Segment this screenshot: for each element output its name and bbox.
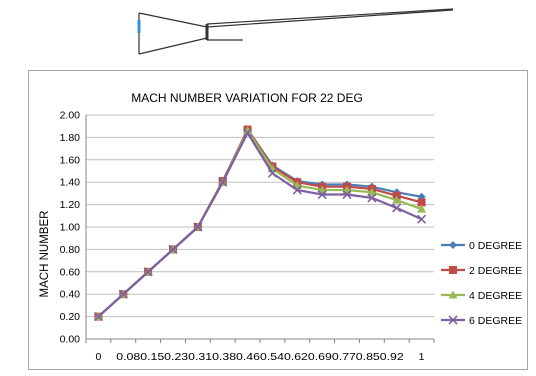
y-tick-label: 1.00	[60, 222, 81, 234]
data-point	[292, 185, 302, 195]
legend-marker	[449, 266, 457, 274]
x-tick-label: 1	[419, 351, 425, 363]
nozzle-diagram	[137, 8, 454, 55]
data-point	[168, 244, 178, 254]
legend: 0 DEGREE 2 DEGREE 4 DEGREE 6 DEGREE	[441, 240, 522, 327]
series-line	[97, 129, 422, 318]
data-point-stroke	[342, 189, 352, 200]
chart-container: MACH NUMBER VARIATION FOR 22 DEG MACH NU…	[28, 70, 528, 370]
legend-item: 0 DEGREE	[441, 240, 522, 252]
y-tick-label: 1.20	[60, 199, 81, 211]
line-chart: MACH NUMBER VARIATION FOR 22 DEG MACH NU…	[39, 91, 522, 363]
legend-label: 0 DEGREE	[469, 240, 522, 252]
data-point-stroke	[392, 203, 402, 213]
data-point-stroke	[93, 312, 103, 322]
data-point-stroke	[292, 185, 302, 195]
y-tick-label: 1.60	[60, 154, 81, 166]
data-point	[367, 193, 377, 203]
data-point-stroke	[243, 128, 253, 138]
legend-marker	[448, 315, 458, 325]
y-tick-label: 0.60	[60, 266, 81, 278]
data-point	[118, 289, 128, 299]
y-tick-label: 0.20	[60, 311, 81, 323]
data-point-stroke	[417, 214, 427, 224]
data-point-stroke	[218, 177, 228, 187]
x-tick-label: 0	[96, 351, 102, 363]
data-point	[342, 189, 352, 200]
series-line	[97, 128, 422, 318]
legend-item: 2 DEGREE	[441, 265, 522, 277]
series-line	[97, 131, 423, 318]
y-tick-label: 0.80	[60, 244, 81, 256]
y-axis-label: MACH NUMBER	[39, 211, 51, 298]
legend-marker	[448, 290, 458, 299]
data-point	[243, 128, 253, 138]
data-point	[417, 198, 426, 207]
data-point	[93, 312, 103, 322]
series-group	[93, 125, 427, 322]
nozzle-inlet-top-edge	[138, 12, 208, 28]
y-tick-label: 0.00	[60, 334, 81, 346]
data-point	[392, 195, 402, 204]
data-point-stroke	[118, 289, 128, 299]
legend-marker-stroke	[448, 315, 458, 325]
y-tick-label: 1.80	[60, 132, 81, 144]
data-point	[193, 222, 203, 232]
data-point	[218, 177, 228, 187]
data-point	[243, 126, 253, 135]
legend-label: 4 DEGREE	[469, 290, 522, 302]
data-point-stroke	[367, 193, 377, 203]
legend-label: 2 DEGREE	[469, 265, 522, 277]
legend-marker	[449, 241, 457, 249]
data-point	[417, 204, 427, 213]
data-point	[417, 214, 427, 224]
chart-title: MACH NUMBER VARIATION FOR 22 DEG	[131, 91, 363, 105]
data-point-stroke	[193, 222, 203, 232]
data-point-stroke	[317, 189, 327, 200]
series-3	[93, 128, 427, 322]
nozzle-outer-upper-wall	[206, 8, 454, 25]
axes: 0.00 0.20 0.40 0.60 0.80 1.00 1.20 1.40 1.60 1.80…	[60, 110, 435, 363]
nozzle-outer-lower-wall	[206, 9, 454, 28]
data-point-stroke	[168, 244, 178, 254]
legend-item: 4 DEGREE	[441, 290, 522, 302]
y-tick-label: 1.40	[60, 177, 81, 189]
x-tick-label: 0.080.150.230.310.380.460.540.620.690.77…	[116, 351, 404, 363]
legend-item: 6 DEGREE	[441, 315, 522, 327]
legend-label: 6 DEGREE	[469, 315, 522, 327]
gridlines	[86, 114, 434, 318]
data-point	[392, 203, 402, 213]
data-point	[317, 189, 327, 200]
series-line	[97, 128, 422, 318]
data-point-stroke	[267, 168, 277, 178]
y-tick-label: 0.40	[60, 289, 81, 301]
data-point	[143, 267, 153, 277]
series-2	[93, 126, 427, 321]
nozzle-inlet-bottom-edge	[138, 37, 208, 55]
data-point	[367, 187, 377, 196]
data-point	[267, 168, 277, 178]
data-point-stroke	[143, 267, 153, 277]
y-tick-label: 2.00	[60, 110, 81, 122]
